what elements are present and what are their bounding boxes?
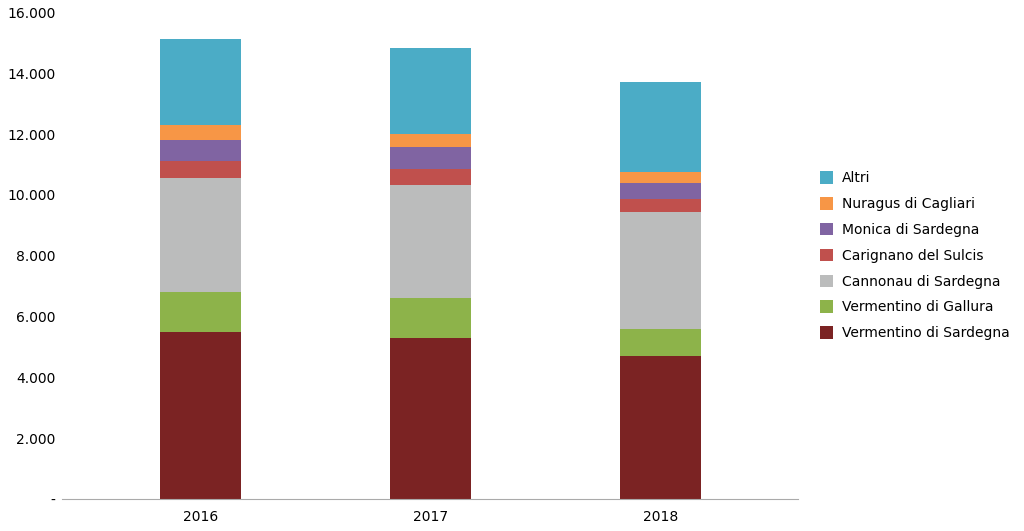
Bar bbox=[160, 125, 241, 140]
Bar bbox=[390, 298, 471, 338]
Bar bbox=[390, 48, 471, 134]
Bar bbox=[390, 185, 471, 298]
Bar bbox=[160, 140, 241, 161]
Bar bbox=[621, 329, 700, 356]
Bar bbox=[621, 172, 700, 183]
Bar bbox=[160, 332, 241, 499]
Bar bbox=[390, 147, 471, 168]
Bar bbox=[160, 161, 241, 178]
Bar bbox=[390, 168, 471, 185]
Bar bbox=[621, 183, 700, 199]
Bar bbox=[621, 199, 700, 211]
Bar bbox=[160, 39, 241, 125]
Bar bbox=[390, 338, 471, 499]
Legend: Altri, Nuragus di Cagliari, Monica di Sardegna, Carignano del Sulcis, Cannonau d: Altri, Nuragus di Cagliari, Monica di Sa… bbox=[813, 164, 1017, 347]
Bar bbox=[390, 134, 471, 147]
Bar bbox=[621, 82, 700, 172]
Bar bbox=[621, 356, 700, 499]
Bar bbox=[621, 211, 700, 329]
Bar bbox=[160, 293, 241, 332]
Bar bbox=[160, 178, 241, 293]
